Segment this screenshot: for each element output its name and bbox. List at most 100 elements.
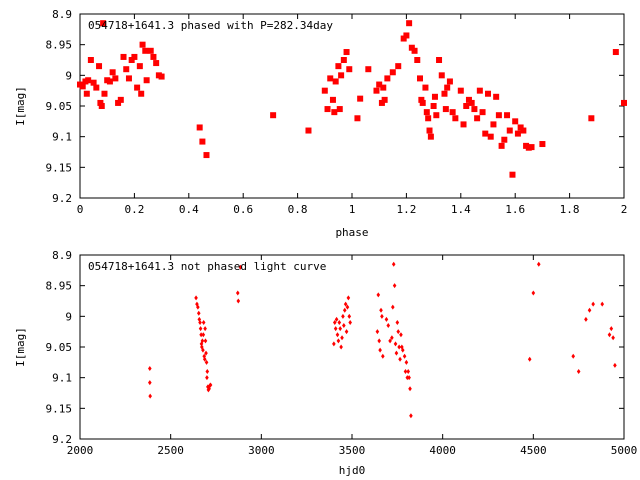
data-point bbox=[403, 369, 408, 375]
data-point bbox=[344, 329, 349, 335]
data-point bbox=[321, 87, 328, 94]
data-point bbox=[376, 292, 381, 298]
x-tick-label: 1.8 bbox=[560, 203, 580, 216]
data-point bbox=[200, 344, 204, 350]
y-tick-label: 9 bbox=[65, 69, 72, 82]
data-point bbox=[337, 319, 342, 325]
data-point bbox=[381, 353, 385, 359]
data-point bbox=[584, 316, 588, 322]
y-tick-label: 8.95 bbox=[46, 39, 73, 52]
data-point bbox=[607, 332, 612, 338]
data-point bbox=[506, 127, 513, 134]
tick-marks bbox=[79, 13, 625, 199]
data-point bbox=[87, 57, 94, 63]
data-point bbox=[348, 319, 352, 325]
data-point bbox=[402, 353, 407, 359]
x-tick-label: 3000 bbox=[248, 444, 275, 457]
data-point bbox=[531, 290, 536, 296]
plot-frame bbox=[79, 13, 625, 199]
x-tick-label: 0 bbox=[77, 203, 84, 216]
data-point bbox=[441, 90, 448, 97]
y-tick-label: 9.05 bbox=[46, 100, 73, 113]
data-point bbox=[235, 290, 240, 296]
data-point bbox=[150, 53, 157, 60]
data-point bbox=[208, 382, 213, 388]
data-point bbox=[423, 109, 430, 116]
data-point bbox=[343, 49, 350, 56]
data-point bbox=[378, 99, 385, 106]
data-point bbox=[406, 20, 413, 27]
data-point bbox=[101, 90, 108, 97]
data-point bbox=[203, 152, 210, 159]
data-point bbox=[471, 106, 478, 113]
data-point bbox=[395, 319, 400, 325]
data-point bbox=[106, 78, 113, 85]
data-point bbox=[457, 87, 464, 94]
data-point bbox=[381, 96, 388, 103]
data-point bbox=[100, 20, 107, 27]
data-point bbox=[205, 369, 210, 375]
y-tick-label: 8.9 bbox=[52, 249, 72, 262]
x-tick-label: 1.4 bbox=[451, 203, 471, 216]
y-tick-label: 9.15 bbox=[46, 402, 73, 415]
data-point bbox=[407, 375, 411, 381]
data-point bbox=[346, 66, 353, 73]
data-point bbox=[204, 359, 209, 365]
data-point bbox=[536, 261, 541, 267]
y-tick-label: 8.9 bbox=[52, 8, 72, 21]
data-point bbox=[147, 47, 154, 54]
data-point bbox=[158, 73, 165, 80]
data-point bbox=[120, 53, 127, 60]
data-point bbox=[336, 106, 343, 113]
data-point bbox=[204, 350, 208, 356]
data-point bbox=[379, 307, 383, 313]
x-tick-labels: 0 0.2 0.4 0.6 0.8 1 1.2 1.4 1.6 1.8 2 bbox=[77, 203, 628, 216]
data-point bbox=[112, 75, 119, 82]
data-point bbox=[365, 66, 372, 73]
data-point bbox=[238, 264, 243, 270]
x-tick-label: 0.4 bbox=[179, 203, 199, 216]
data-point bbox=[203, 326, 207, 332]
data-point bbox=[380, 84, 387, 91]
data-point bbox=[270, 112, 277, 119]
data-point bbox=[196, 124, 203, 131]
data-point bbox=[142, 47, 149, 54]
data-point bbox=[139, 41, 146, 48]
data-point bbox=[201, 319, 206, 325]
data-point bbox=[201, 347, 205, 353]
data-point bbox=[501, 136, 508, 143]
y-tick-label: 9.1 bbox=[52, 131, 72, 144]
data-point bbox=[403, 32, 410, 39]
data-point bbox=[198, 319, 202, 325]
data-point bbox=[468, 99, 475, 106]
data-point bbox=[109, 69, 116, 76]
x-tick-label: 4000 bbox=[429, 444, 456, 457]
data-points bbox=[77, 20, 627, 178]
data-point bbox=[400, 347, 405, 353]
data-point bbox=[90, 79, 97, 86]
data-point bbox=[400, 35, 407, 42]
x-tick-label: 0.8 bbox=[288, 203, 308, 216]
y-tick-label: 9 bbox=[65, 310, 72, 323]
data-point bbox=[205, 375, 209, 381]
data-point bbox=[576, 369, 581, 375]
data-point bbox=[493, 93, 500, 100]
y-tick-label: 9.15 bbox=[46, 161, 73, 174]
data-point bbox=[394, 350, 399, 356]
data-point bbox=[384, 316, 389, 322]
data-point bbox=[389, 69, 396, 76]
data-point bbox=[196, 304, 200, 310]
x-tick-label: 4500 bbox=[520, 444, 547, 457]
data-point bbox=[621, 99, 627, 106]
data-point bbox=[474, 115, 481, 122]
data-point bbox=[354, 115, 361, 122]
data-point bbox=[305, 127, 312, 134]
data-point bbox=[373, 87, 380, 94]
data-point bbox=[96, 63, 103, 70]
data-point bbox=[115, 99, 122, 106]
data-point bbox=[346, 295, 351, 301]
x-tick-label: 1.6 bbox=[505, 203, 525, 216]
data-point bbox=[79, 83, 86, 90]
data-point bbox=[197, 316, 202, 322]
y-tick-label: 8.95 bbox=[46, 280, 73, 293]
